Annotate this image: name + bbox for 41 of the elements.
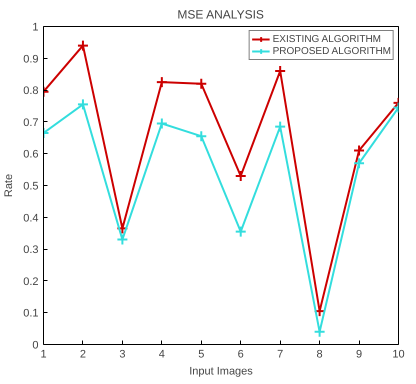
point: [353, 144, 366, 157]
point: [156, 117, 168, 130]
point: [274, 120, 286, 133]
x-tick-label: 7: [277, 348, 284, 360]
legend-label: PROPOSED ALGORITHM: [272, 45, 391, 57]
x-tick-label: 6: [238, 348, 244, 360]
point: [116, 234, 128, 246]
point: [274, 65, 286, 78]
x-tick-label: 5: [198, 348, 204, 360]
y-tick-label: 1: [32, 22, 39, 34]
x-tick-label: 4: [158, 348, 165, 360]
point: [116, 222, 128, 234]
point: [353, 157, 366, 170]
x-tick-label: 1: [40, 348, 47, 360]
y-tick-label: 0.6: [23, 148, 39, 161]
x-axis-title: Input Images: [189, 366, 254, 378]
point: [234, 226, 247, 238]
y-tick-label: 0.7: [23, 116, 39, 129]
y-tick-label: 0.8: [23, 85, 39, 98]
y-tick-label: 0.2: [23, 276, 39, 288]
y-tick-label: 0: [32, 340, 39, 352]
y-tick-label: 0.1: [23, 308, 39, 320]
point: [156, 76, 168, 88]
point: [76, 40, 89, 52]
point: [234, 170, 247, 182]
point: [195, 78, 208, 90]
chart-title: MSE ANALYSIS: [177, 8, 264, 22]
point: [76, 98, 89, 110]
x-tick-label: 8: [316, 348, 323, 360]
y-axis-title: Rate: [3, 174, 16, 198]
y-tick-label: 0.4: [23, 212, 39, 224]
x-tick-label: 10: [392, 348, 405, 360]
point: [314, 326, 326, 338]
y-tick-label: 0.5: [23, 180, 39, 192]
y-tick-label: 0.9: [23, 53, 39, 66]
point: [195, 130, 208, 142]
legend-label: EXISTING ALGORITHM: [272, 33, 381, 45]
x-tick-label: 3: [119, 348, 126, 360]
x-tick-label: 2: [80, 348, 86, 360]
y-tick-label: 0.3: [23, 244, 39, 256]
x-tick-label: 9: [356, 348, 362, 360]
